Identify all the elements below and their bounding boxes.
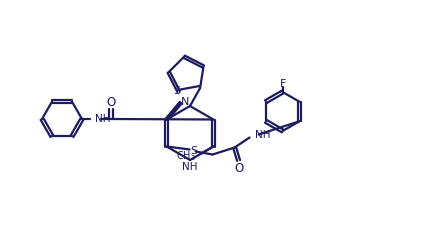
- Text: NH: NH: [255, 130, 270, 140]
- Text: $\mathregular{CH_3}$: $\mathregular{CH_3}$: [176, 150, 196, 164]
- Text: S: S: [173, 86, 180, 96]
- Text: N: N: [181, 97, 189, 107]
- Text: O: O: [106, 95, 116, 109]
- Text: F: F: [279, 79, 286, 89]
- Text: S: S: [191, 147, 198, 157]
- Text: NH: NH: [95, 114, 110, 124]
- Text: NH: NH: [182, 162, 198, 172]
- Text: O: O: [234, 162, 243, 175]
